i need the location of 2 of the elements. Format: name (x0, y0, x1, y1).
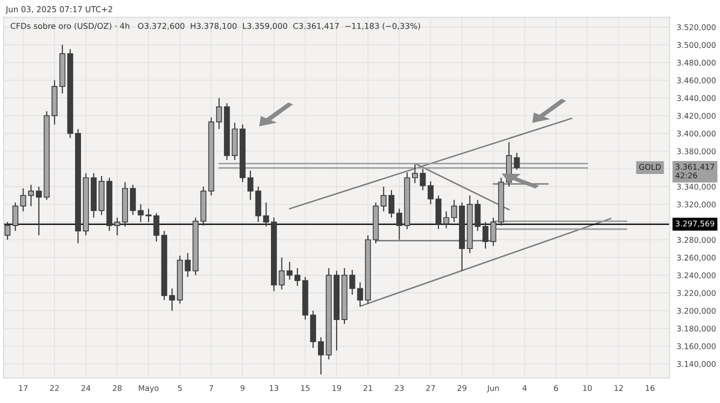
chart-subtitle: Jun 03, 2025 07:17 UTC+2 (5, 6, 112, 14)
text: CFDs sobre oro (USD/OZ) · 4h O3.372,600 H3.378,100 L3.359,000 C3.361,417 −11,183 (−0,33%) (10, 22, 420, 30)
